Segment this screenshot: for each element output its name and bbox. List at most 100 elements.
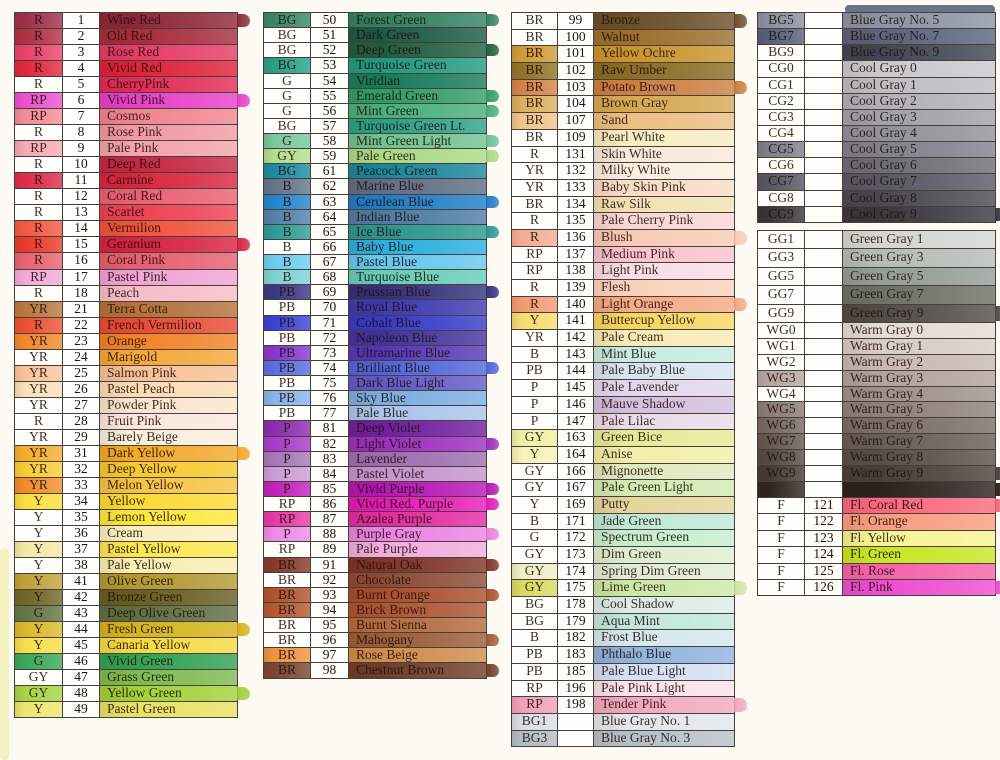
name-cell: Dark Green [349,28,487,43]
number-cell: 55 [311,88,349,103]
name-cell: Cool Gray 4 [843,125,996,142]
number-cell: 133 [558,179,594,196]
color-row [758,481,1000,498]
name-cell: Lavender [349,451,487,466]
color-row: R 12 Coral Red [15,189,238,206]
color-row: CG0 Cool Gray 0 [758,61,996,78]
name-cell: Cool Gray 1 [843,77,996,93]
number-cell: 131 [558,146,594,163]
name-cell: Fresh Green [100,622,250,638]
color-row: P 85 Vivid Purple [264,482,499,497]
code-cell: YR [512,162,558,179]
code-cell: RP [512,246,558,263]
color-row: B 171 Jade Green [512,513,735,531]
code-cell: Y [15,541,63,558]
code-cell: GY [512,480,558,496]
name-cell: Raw Umber [594,62,735,79]
color-row: RP 17 Pastel Pink [15,269,238,286]
color-row: RP 137 Medium Pink [512,246,735,264]
name-cell: Terra Cotta [100,301,238,317]
number-cell: 16 [63,253,100,269]
color-row: RP 198 Tender Pink [512,696,747,714]
code-cell: R [15,12,63,29]
color-row: PB 72 Napoleon Blue [264,330,487,346]
code-cell: BG1 [512,713,558,730]
code-cell: PB [264,376,311,391]
number-cell [805,109,843,125]
name-cell: Forest Green [349,13,499,28]
name-cell: Warm Gray 7 [843,434,996,450]
color-row: YR 142 Pale Cream [512,329,735,347]
color-row: B 64 Indian Blue [264,209,487,225]
code-cell: R [15,237,63,253]
color-row: BR 103 Potato Brown [512,79,747,97]
code-cell: B [264,209,311,224]
code-cell: Y [15,638,63,654]
code-cell: F [758,546,805,563]
color-row: R 10 Deep Red [15,157,238,174]
number-cell: 68 [311,270,349,285]
number-cell: 145 [558,379,594,396]
code-cell: B [512,630,558,647]
number-cell: 83 [311,451,349,466]
color-row: B 143 Mint Blue [512,346,735,364]
code-cell: GY [512,546,558,563]
code-cell: WG5 [758,402,805,418]
color-row: BG 61 Peacock Green [264,164,487,180]
color-row: CG5 Cool Gray 5 [758,141,996,159]
number-cell: 183 [558,646,594,663]
name-cell: Pale Baby Blue [594,363,735,380]
number-cell: 141 [558,313,594,330]
color-row: PB 183 Phthalo Blue [512,646,735,664]
code-cell: PB [264,315,311,330]
name-cell: Cerulean Blue [349,194,499,209]
name-cell: Prussian Blue [349,285,499,300]
number-cell: 27 [63,397,100,413]
code-cell: PB [264,391,311,406]
color-row: P 81 Deep Violet [264,421,487,437]
code-cell: PB [264,330,311,345]
color-row: BR 102 Raw Umber [512,62,735,80]
color-row: R 140 Light Orange [512,296,747,314]
name-cell: Burnt Sienna [349,618,487,633]
number-cell: 66 [311,240,349,254]
code-cell: GY [512,463,558,480]
code-cell: R [15,413,63,429]
name-cell: Scarlet [100,205,238,221]
name-cell: Pale Cream [594,329,735,346]
code-cell: BG [512,596,558,613]
code-cell: RP [264,512,311,527]
code-cell: R [15,77,63,93]
code-cell: PB [264,361,311,375]
color-row: PB 144 Pale Baby Blue [512,363,735,381]
name-cell: Mahogany [349,633,499,648]
color-row: R 15 Geranium [15,237,250,254]
code-cell: RP [512,263,558,279]
code-cell: BG [264,119,311,133]
code-cell: G [264,73,311,88]
color-row: YR 24 Marigold [15,349,238,366]
code-cell: WG4 [758,386,805,402]
number-cell [558,730,594,747]
code-cell: BR [512,96,558,113]
number-cell: 173 [558,546,594,563]
code-cell: WG8 [758,450,805,466]
number-cell: 61 [311,164,349,179]
name-cell: Cool Gray 7 [843,174,996,190]
code-cell: GY [264,149,311,164]
code-cell: PB [264,300,311,315]
name-cell: Fl. Yellow [843,530,996,547]
color-row: BG5 Blue Gray No. 5 [758,12,996,30]
color-row: BG 57 Turquoise Green Lt. [264,119,487,134]
number-cell: 48 [63,686,100,702]
number-cell: 175 [558,580,594,597]
color-row: CG4 Cool Gray 4 [758,125,996,143]
name-cell: Pastel Green [100,702,238,718]
code-cell: BR [512,46,558,63]
number-cell: 36 [63,525,100,542]
name-cell: Blue Gray No. 5 [843,12,996,29]
name-cell: Yellow [100,493,238,509]
number-cell: 58 [311,134,349,149]
number-cell: 198 [558,696,594,713]
